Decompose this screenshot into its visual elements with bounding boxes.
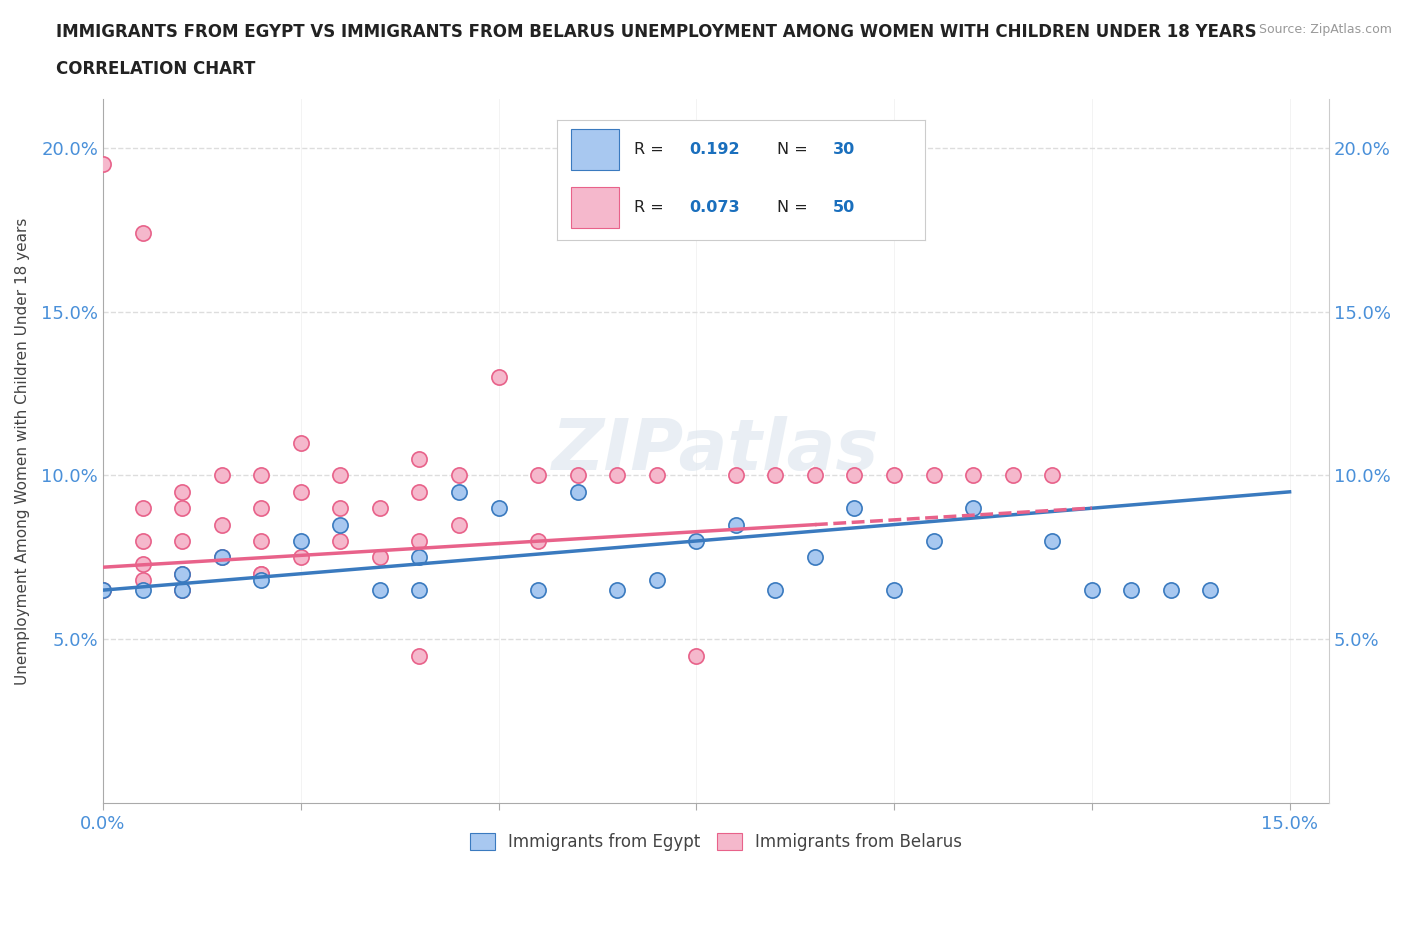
Point — [527, 534, 550, 549]
Point — [329, 534, 352, 549]
Point — [211, 550, 233, 565]
Point — [763, 468, 786, 483]
Point — [724, 468, 747, 483]
Point — [172, 583, 194, 598]
Point — [211, 550, 233, 565]
Point — [922, 534, 945, 549]
Point — [250, 468, 273, 483]
Point — [408, 452, 430, 467]
Point — [804, 468, 827, 483]
Point — [131, 226, 153, 241]
Point — [1081, 583, 1104, 598]
Point — [290, 485, 312, 499]
Point — [172, 566, 194, 581]
Point — [250, 566, 273, 581]
Point — [290, 534, 312, 549]
Legend: Immigrants from Egypt, Immigrants from Belarus: Immigrants from Egypt, Immigrants from B… — [463, 827, 969, 858]
Point — [962, 468, 984, 483]
Point — [131, 583, 153, 598]
Point — [447, 517, 470, 532]
Point — [172, 500, 194, 515]
Point — [329, 468, 352, 483]
Point — [685, 648, 707, 663]
Point — [527, 468, 550, 483]
Text: ZIPatlas: ZIPatlas — [553, 417, 880, 485]
Point — [290, 435, 312, 450]
Point — [250, 566, 273, 581]
Point — [408, 648, 430, 663]
Point — [844, 468, 866, 483]
Point — [488, 500, 510, 515]
Point — [1001, 468, 1024, 483]
Point — [329, 517, 352, 532]
Point — [844, 500, 866, 515]
Y-axis label: Unemployment Among Women with Children Under 18 years: Unemployment Among Women with Children U… — [15, 218, 30, 684]
Point — [488, 370, 510, 385]
Point — [211, 468, 233, 483]
Point — [724, 517, 747, 532]
Point — [250, 500, 273, 515]
Point — [408, 534, 430, 549]
Point — [408, 583, 430, 598]
Point — [447, 485, 470, 499]
Point — [172, 566, 194, 581]
Text: Source: ZipAtlas.com: Source: ZipAtlas.com — [1258, 23, 1392, 36]
Point — [91, 583, 114, 598]
Point — [606, 583, 628, 598]
Point — [408, 485, 430, 499]
Point — [131, 534, 153, 549]
Point — [250, 573, 273, 588]
Point — [883, 583, 905, 598]
Point — [1121, 583, 1143, 598]
Point — [763, 583, 786, 598]
Point — [211, 517, 233, 532]
Point — [685, 534, 707, 549]
Text: CORRELATION CHART: CORRELATION CHART — [56, 60, 256, 78]
Point — [172, 485, 194, 499]
Point — [408, 550, 430, 565]
Point — [883, 468, 905, 483]
Point — [91, 583, 114, 598]
Point — [329, 500, 352, 515]
Point — [91, 157, 114, 172]
Text: IMMIGRANTS FROM EGYPT VS IMMIGRANTS FROM BELARUS UNEMPLOYMENT AMONG WOMEN WITH C: IMMIGRANTS FROM EGYPT VS IMMIGRANTS FROM… — [56, 23, 1257, 41]
Point — [804, 550, 827, 565]
Point — [131, 500, 153, 515]
Point — [962, 500, 984, 515]
Point — [1160, 583, 1182, 598]
Point — [567, 485, 589, 499]
Point — [131, 573, 153, 588]
Point — [250, 534, 273, 549]
Point — [1199, 583, 1222, 598]
Point — [131, 556, 153, 571]
Point — [368, 550, 391, 565]
Point — [368, 583, 391, 598]
Point — [567, 468, 589, 483]
Point — [645, 573, 668, 588]
Point — [172, 583, 194, 598]
Point — [922, 468, 945, 483]
Point — [368, 500, 391, 515]
Point — [447, 468, 470, 483]
Point — [1040, 534, 1063, 549]
Point — [1040, 468, 1063, 483]
Point — [645, 468, 668, 483]
Point — [172, 534, 194, 549]
Point — [606, 468, 628, 483]
Point — [527, 583, 550, 598]
Point — [290, 550, 312, 565]
